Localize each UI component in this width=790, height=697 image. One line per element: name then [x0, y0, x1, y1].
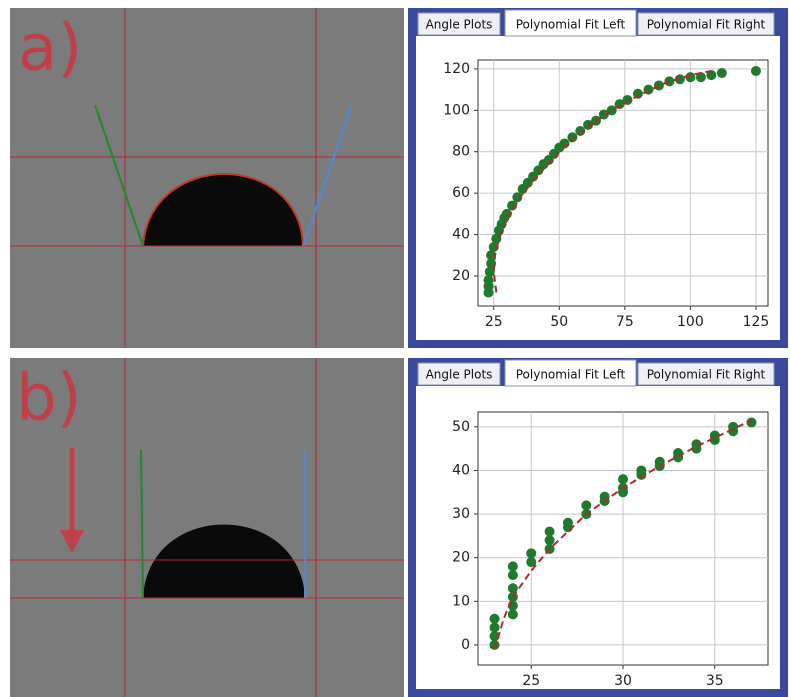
y-tick-label: 0: [461, 637, 470, 653]
y-tick-label: 50: [452, 419, 470, 435]
y-tick-label: 100: [443, 102, 470, 118]
data-point: [508, 609, 518, 619]
tab-label[interactable]: Angle Plots: [426, 368, 493, 382]
panel-label: a): [18, 12, 82, 86]
y-tick-label: 10: [452, 593, 470, 609]
droplet-image-a: a): [10, 8, 404, 348]
data-point: [545, 527, 555, 537]
data-point: [751, 66, 761, 76]
figure: a) b) Angle Plots Polynomial Fit Left Poly…: [0, 0, 790, 697]
y-tick-label: 80: [452, 144, 470, 160]
x-tick-label: 125: [743, 314, 770, 330]
y-tick-label: 40: [452, 227, 470, 243]
tab-label[interactable]: Polynomial Fit Right: [647, 368, 766, 382]
y-tick-label: 120: [443, 61, 470, 77]
x-tick-label: 25: [522, 673, 540, 689]
data-point: [563, 518, 573, 528]
panel-label: b): [16, 362, 82, 436]
x-tick-label: 50: [550, 314, 568, 330]
x-tick-label: 30: [614, 673, 632, 689]
droplet-image-b: b): [10, 358, 404, 697]
y-tick-label: 60: [452, 185, 470, 201]
y-tick-label: 20: [452, 268, 470, 284]
data-point: [490, 614, 500, 624]
y-tick-label: 20: [452, 550, 470, 566]
y-tick-label: 30: [452, 506, 470, 522]
data-point: [581, 500, 591, 510]
x-tick-label: 25: [485, 314, 503, 330]
tab-label[interactable]: Angle Plots: [426, 18, 493, 32]
tab-label[interactable]: Polynomial Fit Right: [647, 18, 766, 32]
x-tick-label: 75: [616, 314, 634, 330]
tab-label[interactable]: Polynomial Fit Left: [516, 18, 626, 32]
data-point: [490, 622, 500, 632]
y-tick-label: 40: [452, 462, 470, 478]
data-point: [526, 548, 536, 558]
x-tick-label: 35: [706, 673, 724, 689]
data-point: [618, 474, 628, 484]
page: a) b) Angle Plots Polynomial Fit Left Poly…: [0, 0, 790, 697]
data-point: [508, 570, 518, 580]
x-tick-label: 100: [677, 314, 704, 330]
tab-label[interactable]: Polynomial Fit Left: [516, 368, 626, 382]
data-point: [508, 561, 518, 571]
plot-area: [478, 60, 768, 306]
data-point: [545, 535, 555, 545]
data-point: [717, 68, 727, 78]
